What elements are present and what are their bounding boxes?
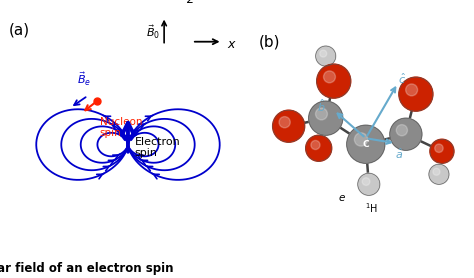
Text: $\vec{B}_e$: $\vec{B}_e$ — [77, 70, 91, 88]
Circle shape — [358, 173, 380, 195]
Circle shape — [273, 110, 305, 142]
Text: Dipolar field of an electron spin: Dipolar field of an electron spin — [0, 262, 174, 275]
Circle shape — [406, 84, 418, 96]
Text: $\vec{B}_0$: $\vec{B}_0$ — [146, 24, 160, 41]
Circle shape — [279, 116, 290, 128]
Text: $\hat{b}$: $\hat{b}$ — [318, 98, 326, 114]
Circle shape — [430, 139, 454, 163]
Circle shape — [317, 64, 351, 98]
Circle shape — [306, 135, 332, 161]
Circle shape — [399, 77, 433, 111]
Text: x: x — [227, 38, 234, 51]
Circle shape — [316, 108, 328, 120]
Circle shape — [311, 140, 320, 150]
Circle shape — [347, 125, 385, 163]
Circle shape — [396, 125, 408, 136]
Text: C: C — [363, 140, 369, 149]
Circle shape — [433, 168, 440, 175]
Circle shape — [319, 50, 327, 57]
Text: (a): (a) — [9, 22, 29, 37]
Circle shape — [429, 164, 449, 184]
Text: $\hat{a}$: $\hat{a}$ — [395, 147, 403, 162]
Circle shape — [390, 118, 422, 150]
Circle shape — [316, 46, 336, 66]
Circle shape — [355, 133, 368, 146]
Circle shape — [309, 101, 343, 135]
Circle shape — [324, 71, 336, 83]
Circle shape — [362, 178, 370, 185]
Text: (b): (b) — [259, 34, 280, 49]
Text: $\hat{c}$: $\hat{c}$ — [398, 72, 406, 86]
Text: Nucleon
spin: Nucleon spin — [100, 117, 142, 138]
Text: Electron
spin: Electron spin — [135, 136, 181, 158]
Circle shape — [435, 144, 443, 152]
Text: e: e — [338, 193, 345, 203]
Text: $^1$H: $^1$H — [365, 201, 378, 215]
Text: z: z — [186, 0, 192, 6]
